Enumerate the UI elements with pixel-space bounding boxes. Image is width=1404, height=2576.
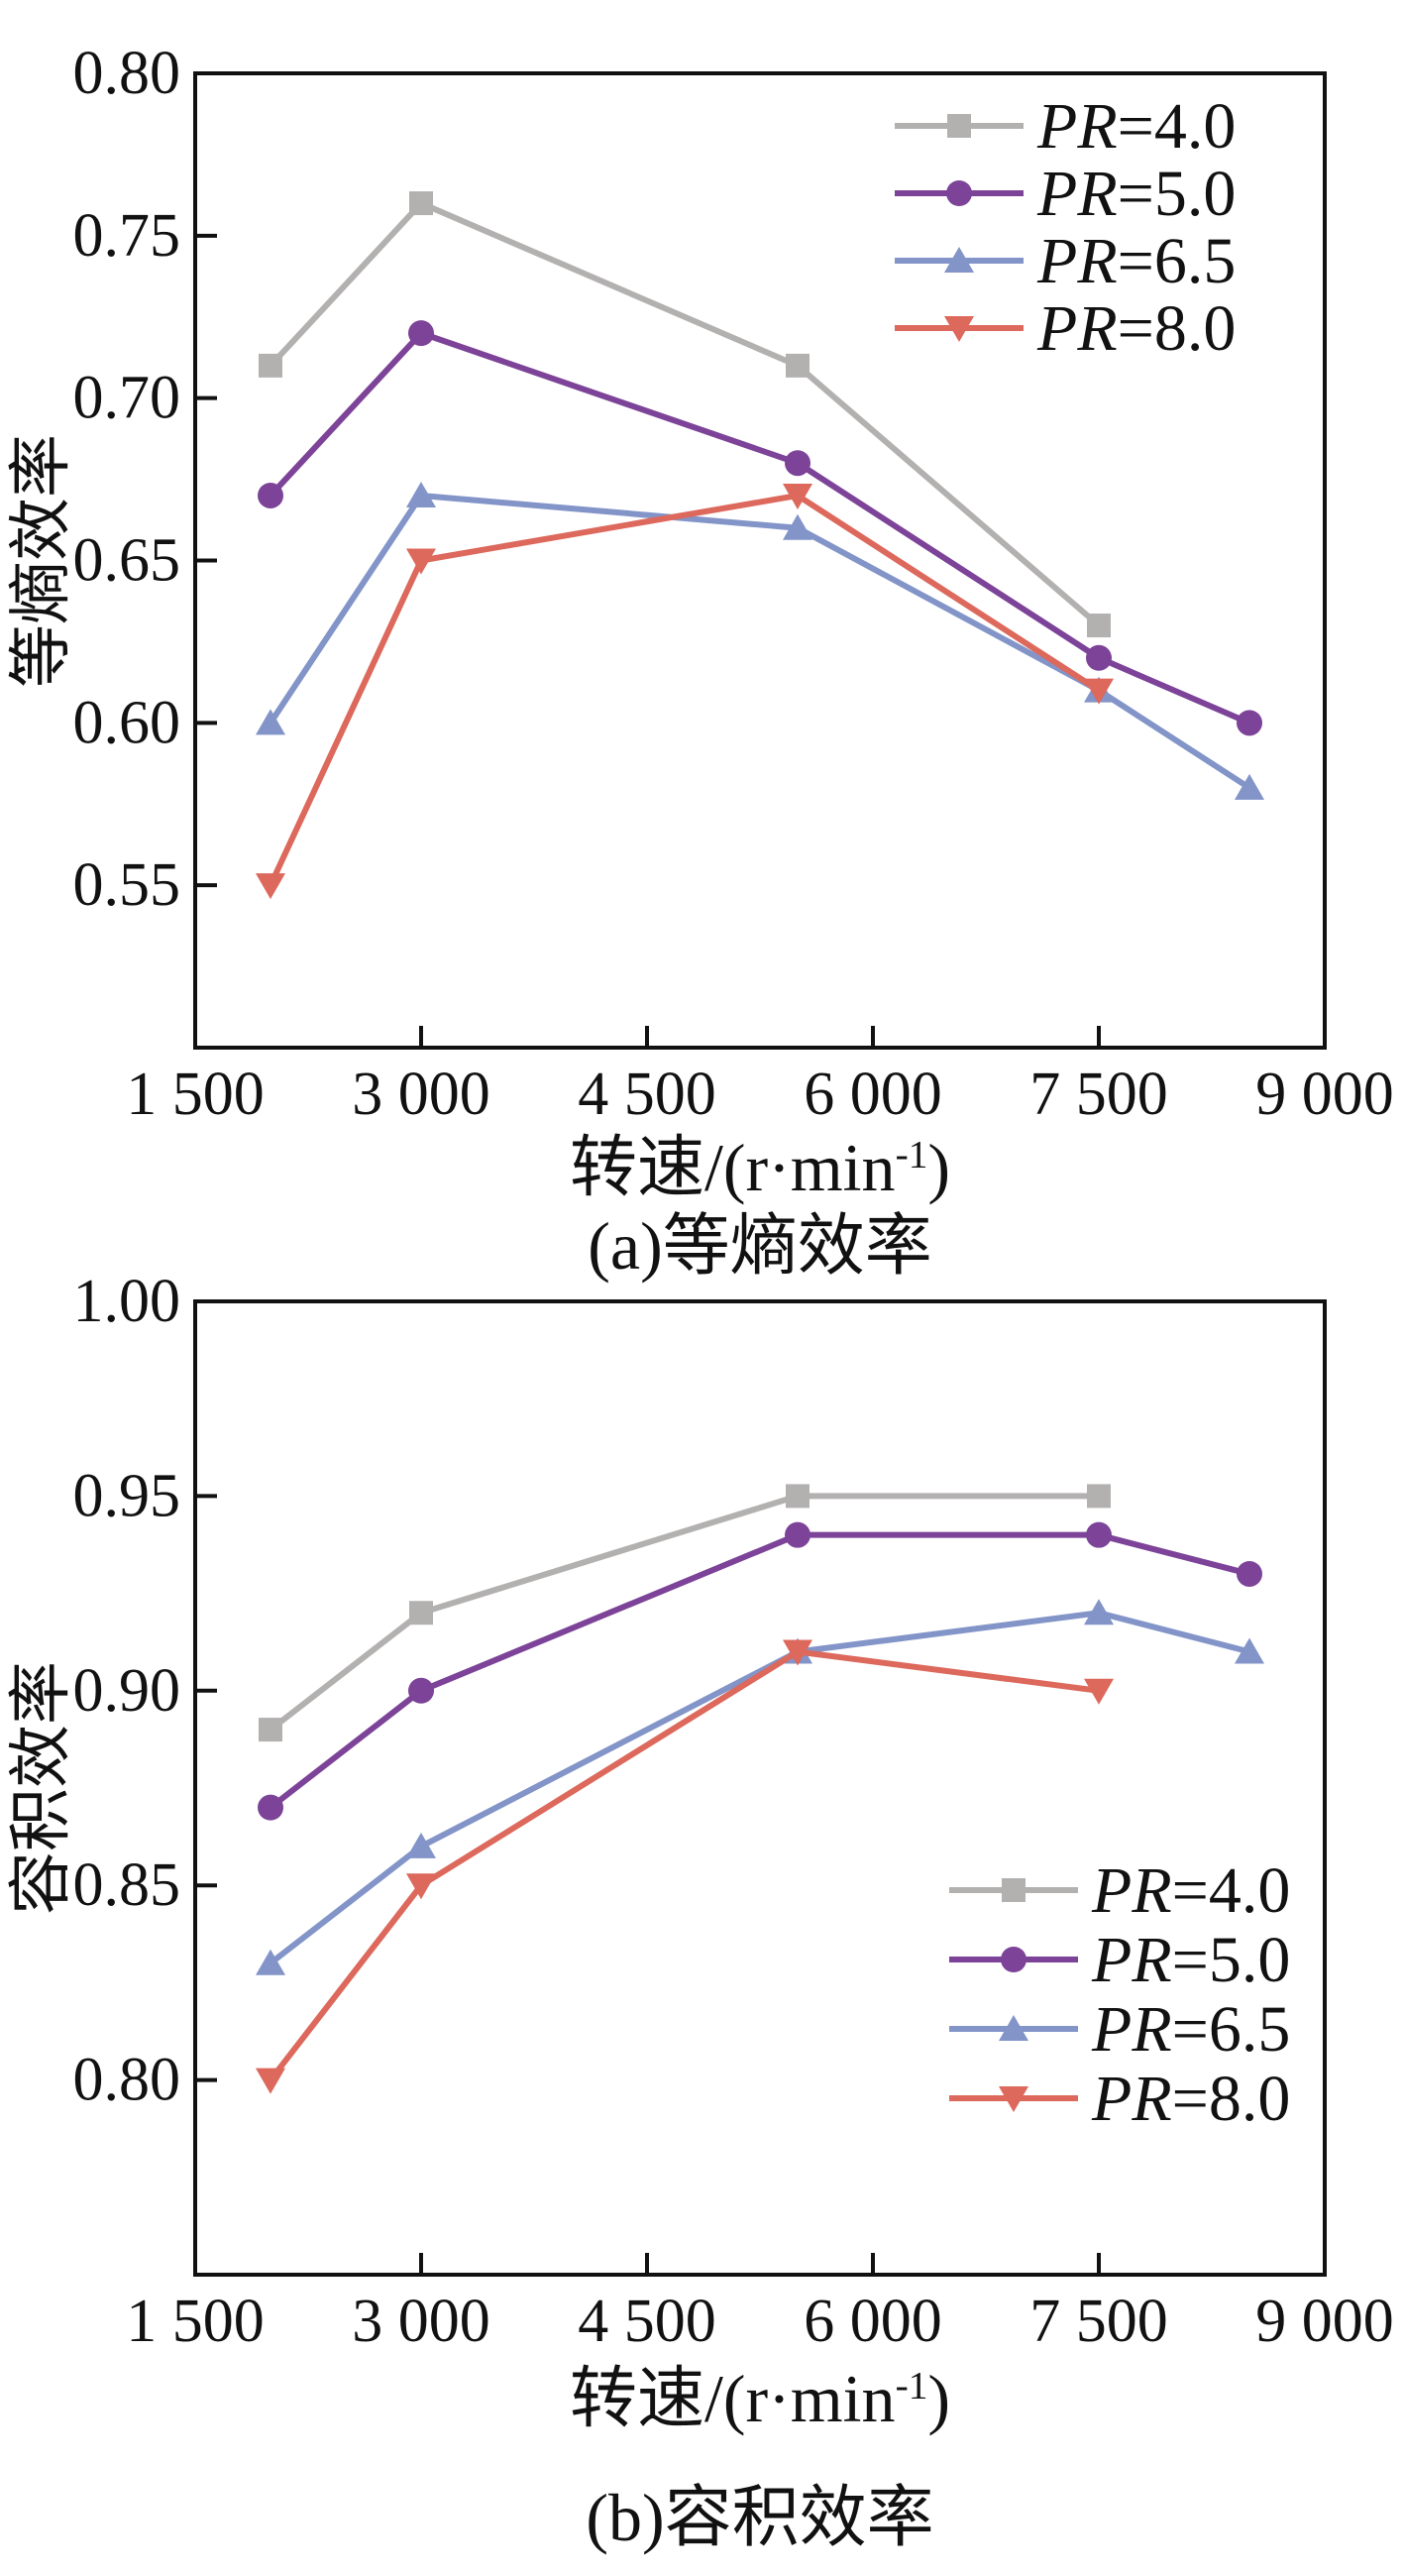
chart-a-data-point-PR=4.0: [786, 353, 810, 378]
chart-a-data-point-PR=5.0: [785, 450, 810, 477]
chart-a-data-point-PR=8.0: [406, 548, 436, 575]
chart-b-y-tick-label: 1.00: [73, 1268, 181, 1335]
chart-a-data-point-PR=8.0: [783, 483, 812, 509]
chart-a-data-point-PR=6.5: [406, 481, 436, 507]
chart-a-y-tick-label: 0.55: [73, 851, 181, 919]
legend-marker-PR=8.0: [944, 316, 974, 342]
chart-a-plot-border: [193, 71, 1327, 1050]
chart-a-data-point-PR=5.0: [408, 320, 434, 347]
chart-b: 1 500 3 000 4 500 6 000 7 500 9 000 0.80 0.85 0.…: [73, 1268, 1394, 2355]
chart-b-data-point-PR=5.0: [785, 1521, 810, 1548]
chart-b-x-tick-label: 3 000: [352, 2288, 490, 2355]
chart-a-data-point-PR=8.0: [256, 873, 285, 900]
legend-marker-PR=6.5: [999, 2015, 1028, 2041]
chart-a-x-tick-label: 1 500: [126, 1061, 265, 1128]
chart-a-data-point-PR=4.0: [259, 353, 282, 378]
chart-a-x-tick-label: 7 500: [1029, 1061, 1168, 1128]
chart-b-data-point-PR=4.0: [1087, 1484, 1111, 1509]
chart-a-y-tick-label: 0.80: [73, 40, 181, 107]
chart-b-x-tick-label: 1 500: [126, 2288, 265, 2355]
chart-b-data-point-PR=5.0: [258, 1794, 283, 1821]
legend-label-PR=6.5: PR=6.5: [1036, 225, 1236, 297]
chart-b-data-point-PR=8.0: [1084, 1678, 1114, 1705]
chart-a-data-point-PR=4.0: [409, 191, 433, 216]
chart-b-data-point-PR=8.0: [406, 1873, 436, 1900]
chart-a-data-point-PR=5.0: [1237, 710, 1262, 736]
legend-label-PR=8.0: PR=8.0: [1091, 2063, 1290, 2135]
legend-label-PR=5.0: PR=5.0: [1091, 1924, 1290, 1996]
chart-b-x-tick-label: 4 500: [578, 2288, 716, 2355]
chart-a-caption: (a)等熵效率: [588, 1208, 932, 1284]
chart-a-x-tick-label: 6 000: [804, 1061, 942, 1128]
chart-b-data-point-PR=6.5: [1084, 1599, 1114, 1625]
legend-marker-PR=5.0: [946, 180, 972, 206]
legend-marker-PR=4.0: [1002, 1878, 1026, 1902]
legend-marker-PR=5.0: [1001, 1947, 1026, 1972]
chart-b-data-point-PR=4.0: [409, 1601, 433, 1625]
chart-a-y-tick-label: 0.75: [73, 202, 181, 270]
chart-b-legend: PR=4.0PR=5.0PR=6.5PR=8.0: [949, 1854, 1290, 2135]
chart-b-data-point-PR=6.5: [406, 1832, 436, 1858]
legend-label-PR=8.0: PR=8.0: [1036, 292, 1236, 365]
legend-label-PR=4.0: PR=4.0: [1091, 1854, 1290, 1927]
chart-b-data-point-PR=6.5: [256, 1949, 285, 1975]
chart-b-y-tick-label: 0.90: [73, 1657, 181, 1725]
chart-a-data-point-PR=5.0: [258, 482, 283, 508]
legend-marker-PR=8.0: [999, 2086, 1028, 2112]
chart-b-data-point-PR=5.0: [408, 1677, 434, 1704]
chart-a-data-point-PR=6.5: [1235, 773, 1264, 800]
chart-a-series-line-PR=6.5: [268, 492, 1251, 791]
chart-a-y-axis-title: 等熵效率: [6, 434, 76, 688]
chart-a-data-point-PR=6.5: [783, 513, 812, 540]
chart-a-x-tick-label: 9 000: [1255, 1061, 1394, 1128]
chart-b-y-tick-label: 0.85: [73, 1851, 181, 1919]
legend-marker-PR=4.0: [947, 114, 971, 138]
chart-a-x-tick-label: 4 500: [578, 1061, 716, 1128]
chart-a: 1 500 3 000 4 500 6 000 7 500 9 000 0.55 0.60 0.…: [73, 40, 1394, 1128]
legend-label-PR=5.0: PR=5.0: [1036, 158, 1236, 230]
chart-b-data-point-PR=4.0: [259, 1718, 282, 1742]
chart-b-data-point-PR=5.0: [1086, 1521, 1112, 1548]
chart-b-x-tick-label: 6 000: [804, 2288, 942, 2355]
chart-a-legend: PR=4.0PR=5.0PR=6.5PR=8.0: [895, 90, 1236, 365]
chart-b-x-axis-title-close: ): [927, 2361, 951, 2436]
chart-a-x-axis-title-close: ): [927, 1130, 951, 1205]
chart-b-series-line-PR=8.0: [268, 1648, 1100, 2082]
chart-b-x-axis-title-text: 转速/(r·min: [569, 2361, 896, 2436]
chart-b-series-line-PR=4.0: [269, 1493, 1099, 1733]
chart-a-x-axis-title: 转速/(r·min-1): [0, 1123, 1404, 1212]
chart-b-plot-border: [193, 1299, 1327, 2277]
chart-b-data-point-PR=4.0: [786, 1484, 810, 1509]
chart-a-y-tick-label: 0.70: [73, 365, 181, 432]
chart-b-data-point-PR=5.0: [1237, 1560, 1262, 1587]
chart-b-x-tick-label: 9 000: [1255, 2288, 1394, 2355]
chart-b-x-axis-title: 转速/(r·min-1): [0, 2354, 1404, 2443]
chart-a-y-tick-label: 0.65: [73, 527, 181, 595]
legend-label-PR=6.5: PR=6.5: [1091, 1993, 1290, 2066]
chart-b-y-tick-label: 0.80: [73, 2047, 181, 2114]
chart-a-x-axis-title-text: 转速/(r·min: [569, 1130, 896, 1205]
chart-a-data-point-PR=6.5: [256, 709, 285, 735]
chart-b-y-tick-label: 0.95: [73, 1462, 181, 1529]
chart-b-data-point-PR=8.0: [783, 1639, 812, 1666]
chart-a-data-point-PR=5.0: [1086, 644, 1112, 671]
chart-b-y-axis-title: 容积效率: [6, 1661, 76, 1915]
chart-b-x-axis-title-superscript: -1: [895, 2363, 928, 2408]
legend-label-PR=4.0: PR=4.0: [1036, 90, 1236, 163]
chart-a-y-tick-label: 0.60: [73, 689, 181, 756]
chart-b-data-point-PR=6.5: [1235, 1637, 1264, 1664]
chart-a-series-line-PR=8.0: [268, 492, 1101, 887]
chart-a-data-point-PR=4.0: [1087, 614, 1111, 638]
chart-a-series-line-PR=4.0: [268, 200, 1101, 628]
chart-b-caption: (b)容积效率: [586, 2480, 934, 2555]
chart-a-x-axis-title-superscript: -1: [895, 1132, 928, 1176]
chart-a-x-tick-label: 3 000: [352, 1061, 490, 1128]
chart-a-data-point-PR=8.0: [1084, 678, 1114, 705]
chart-b-data-point-PR=8.0: [256, 2068, 285, 2094]
legend-marker-PR=6.5: [944, 247, 974, 273]
chart-b-x-tick-label: 7 500: [1029, 2288, 1168, 2355]
